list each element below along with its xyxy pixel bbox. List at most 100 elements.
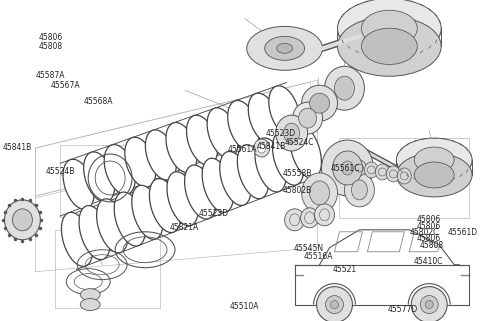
Ellipse shape — [80, 289, 100, 300]
Bar — [55, 230, 160, 308]
Ellipse shape — [284, 123, 300, 143]
Ellipse shape — [149, 178, 180, 232]
Text: 45524B: 45524B — [46, 167, 75, 176]
Ellipse shape — [187, 115, 217, 165]
Ellipse shape — [335, 76, 354, 100]
Ellipse shape — [114, 192, 145, 246]
Ellipse shape — [316, 287, 352, 321]
Ellipse shape — [341, 161, 353, 175]
Ellipse shape — [351, 180, 367, 200]
Bar — [60, 145, 155, 217]
Text: 45524C: 45524C — [285, 138, 314, 147]
Ellipse shape — [301, 173, 337, 213]
Ellipse shape — [310, 93, 329, 113]
Ellipse shape — [322, 140, 373, 196]
Ellipse shape — [104, 144, 135, 195]
Ellipse shape — [84, 152, 115, 202]
Ellipse shape — [79, 205, 110, 260]
Ellipse shape — [202, 158, 233, 212]
Text: 45561D: 45561D — [447, 228, 478, 237]
Ellipse shape — [299, 108, 316, 128]
Ellipse shape — [125, 137, 156, 187]
Text: 45587A: 45587A — [36, 71, 65, 80]
Ellipse shape — [276, 115, 308, 151]
Text: 45545N: 45545N — [294, 244, 324, 253]
Ellipse shape — [145, 130, 176, 180]
Ellipse shape — [185, 165, 216, 219]
Text: 45802B: 45802B — [283, 187, 312, 195]
Ellipse shape — [4, 200, 40, 240]
Ellipse shape — [248, 93, 279, 143]
Text: 45841B: 45841B — [2, 143, 32, 152]
Ellipse shape — [333, 151, 362, 185]
Ellipse shape — [300, 208, 319, 228]
Text: 45806: 45806 — [417, 221, 441, 230]
Ellipse shape — [345, 173, 374, 207]
Ellipse shape — [290, 125, 322, 178]
Ellipse shape — [337, 0, 441, 58]
Ellipse shape — [63, 159, 94, 209]
Ellipse shape — [411, 287, 447, 321]
Bar — [339, 138, 469, 218]
Ellipse shape — [414, 162, 454, 188]
Ellipse shape — [425, 300, 433, 308]
Text: 45577D: 45577D — [387, 305, 418, 314]
Ellipse shape — [324, 66, 364, 110]
Text: 45567A: 45567A — [50, 81, 80, 90]
Ellipse shape — [396, 138, 472, 182]
Ellipse shape — [264, 36, 305, 60]
Ellipse shape — [258, 143, 266, 153]
Text: 45806: 45806 — [417, 234, 441, 243]
Text: 45561A: 45561A — [228, 145, 257, 154]
Ellipse shape — [352, 160, 366, 176]
Ellipse shape — [273, 131, 304, 185]
Ellipse shape — [61, 213, 93, 266]
Ellipse shape — [301, 85, 337, 121]
Ellipse shape — [228, 100, 259, 151]
Text: 45516A: 45516A — [304, 252, 334, 261]
Ellipse shape — [397, 168, 411, 184]
Ellipse shape — [132, 185, 163, 239]
Ellipse shape — [325, 296, 344, 314]
Ellipse shape — [80, 299, 100, 310]
Ellipse shape — [361, 28, 417, 65]
Ellipse shape — [166, 123, 197, 173]
Text: 45523D: 45523D — [198, 209, 228, 218]
Text: 45568A: 45568A — [84, 97, 113, 106]
Text: 45521: 45521 — [333, 265, 357, 274]
Ellipse shape — [255, 138, 286, 192]
Ellipse shape — [247, 26, 323, 70]
Text: 45841B: 45841B — [256, 142, 286, 151]
Ellipse shape — [337, 16, 441, 76]
Text: 45806: 45806 — [417, 215, 441, 224]
Ellipse shape — [331, 300, 338, 308]
Ellipse shape — [96, 199, 128, 253]
Ellipse shape — [310, 181, 329, 205]
Ellipse shape — [414, 147, 454, 173]
Text: 45808: 45808 — [39, 42, 63, 51]
Ellipse shape — [285, 209, 305, 231]
Text: 45806: 45806 — [38, 33, 63, 42]
Ellipse shape — [269, 86, 300, 136]
Ellipse shape — [12, 209, 32, 231]
Ellipse shape — [237, 145, 269, 199]
Ellipse shape — [364, 162, 378, 178]
Text: 45561C: 45561C — [330, 164, 360, 173]
Text: 45821A: 45821A — [170, 223, 199, 232]
Text: 45802C: 45802C — [409, 228, 439, 237]
Ellipse shape — [375, 164, 389, 180]
Ellipse shape — [207, 108, 238, 158]
Ellipse shape — [254, 139, 270, 157]
Ellipse shape — [314, 204, 335, 226]
Text: 45558B: 45558B — [283, 169, 312, 178]
Ellipse shape — [396, 153, 472, 197]
Ellipse shape — [386, 166, 400, 182]
Ellipse shape — [420, 296, 438, 314]
Ellipse shape — [293, 102, 323, 134]
Text: 45410C: 45410C — [414, 257, 444, 266]
Ellipse shape — [167, 172, 198, 226]
Text: 45523D: 45523D — [265, 129, 296, 138]
Ellipse shape — [276, 43, 293, 53]
Text: 45808: 45808 — [419, 241, 443, 250]
Text: 45510A: 45510A — [230, 302, 259, 311]
